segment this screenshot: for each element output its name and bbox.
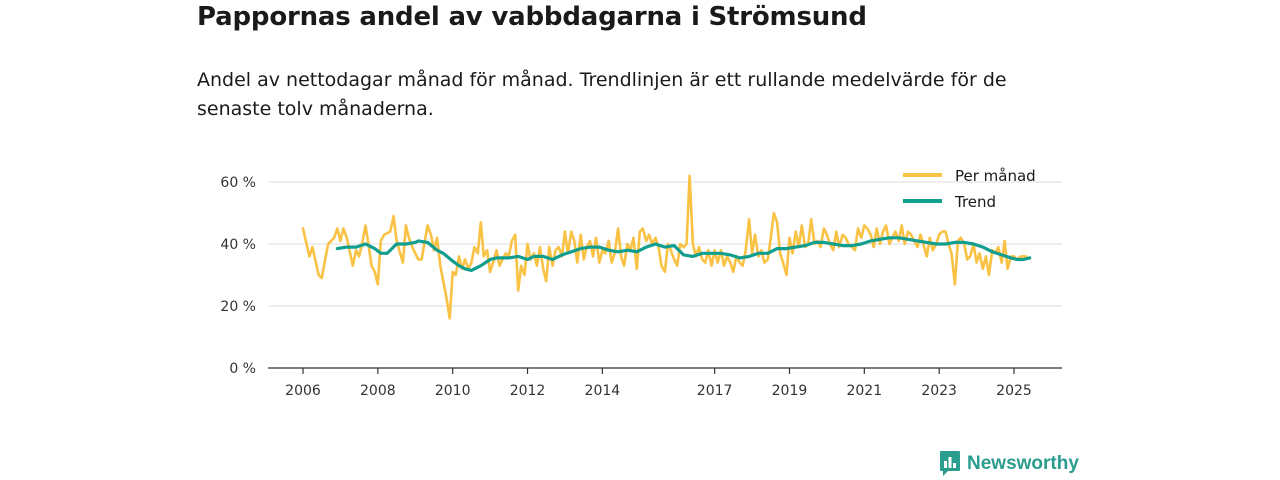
legend-label: Per månad — [955, 167, 1036, 185]
x-tick-label: 2017 — [697, 383, 733, 399]
legend-label: Trend — [954, 193, 996, 211]
x-tick-label: 2021 — [846, 383, 882, 399]
x-tick-label: 2014 — [585, 383, 621, 399]
y-axis: 0 % 20 % 40 % 60 % — [220, 175, 256, 377]
series-line-per-manad — [301, 174, 1028, 320]
x-tick-label: 2006 — [285, 383, 321, 399]
x-tick-label: 2008 — [360, 383, 396, 399]
x-axis: 2006 2008 2010 2012 2014 2017 2019 2021 2023 2025 — [268, 367, 1062, 399]
bar-chart-icon — [940, 451, 960, 476]
y-tick-label: 0 % — [229, 361, 256, 377]
x-tick-label: 2010 — [435, 383, 471, 399]
y-tick-label: 40 % — [220, 237, 256, 253]
series-lines — [301, 174, 1032, 320]
y-tick-label: 60 % — [220, 175, 256, 191]
chart-subtitle: Andel av nettodagar månad för månad. Tre… — [197, 69, 1007, 120]
y-tick-label: 20 % — [220, 299, 256, 315]
x-tick-label: 2025 — [996, 383, 1032, 399]
x-tick-label: 2012 — [510, 383, 546, 399]
legend: Per månad Trend — [903, 167, 1036, 211]
x-tick-label: 2019 — [772, 383, 808, 399]
x-tick-label: 2023 — [921, 383, 957, 399]
brand-logo: Newsworthy — [939, 450, 1079, 478]
chart-title: Pappornas andel av vabbdagarna i Strömsu… — [197, 2, 867, 32]
series-line-trend — [335, 236, 1032, 272]
brand-name: Newsworthy — [967, 453, 1079, 474]
